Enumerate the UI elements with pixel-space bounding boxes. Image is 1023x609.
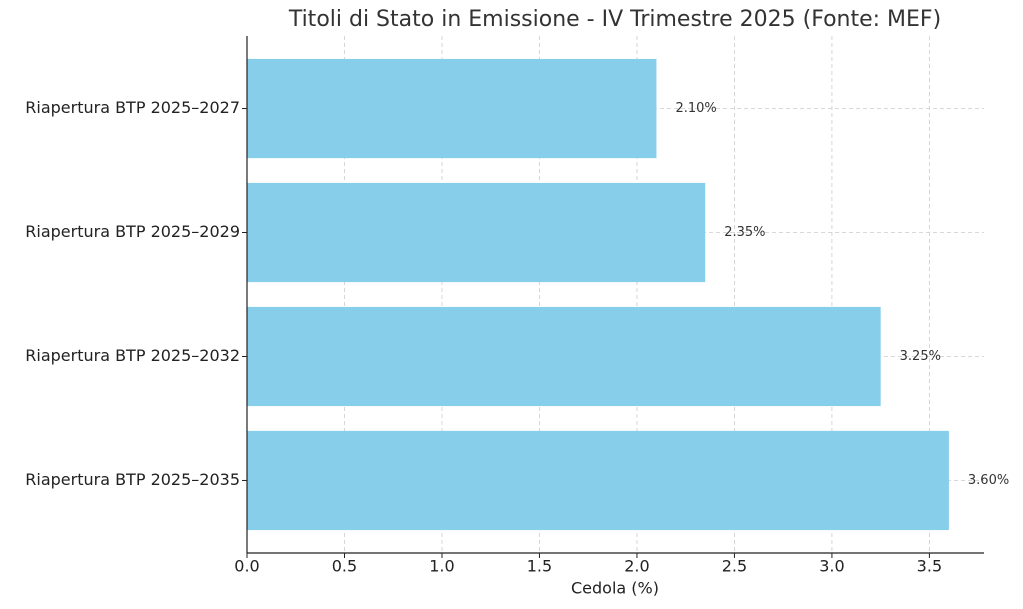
x-tick-label: 1.5 bbox=[527, 557, 552, 576]
x-tick-label: 2.0 bbox=[624, 557, 649, 576]
value-label: 3.60% bbox=[968, 473, 1009, 488]
y-tick-label: Riapertura BTP 2025–2032 bbox=[25, 346, 240, 365]
x-tick-label: 1.0 bbox=[429, 557, 454, 576]
x-axis-label: Cedola (%) bbox=[571, 579, 659, 598]
y-tick-label: Riapertura BTP 2025–2035 bbox=[25, 470, 240, 489]
y-tick-label: Riapertura BTP 2025–2029 bbox=[25, 222, 240, 241]
x-tick-label: 0.0 bbox=[234, 557, 259, 576]
chart-title: Titoli di Stato in Emissione - IV Trimes… bbox=[288, 7, 941, 32]
value-label: 3.25% bbox=[900, 349, 941, 364]
bar bbox=[247, 306, 881, 407]
x-tick-label: 0.5 bbox=[332, 557, 357, 576]
y-tick-label: Riapertura BTP 2025–2027 bbox=[25, 98, 240, 117]
bar bbox=[247, 430, 949, 531]
value-label: 2.10% bbox=[675, 101, 716, 116]
x-tick-label: 2.5 bbox=[722, 557, 747, 576]
x-tick-label: 3.0 bbox=[819, 557, 844, 576]
x-tick-label: 3.5 bbox=[917, 557, 942, 576]
bar bbox=[247, 58, 657, 159]
value-label: 2.35% bbox=[724, 225, 765, 240]
bar bbox=[247, 182, 706, 283]
